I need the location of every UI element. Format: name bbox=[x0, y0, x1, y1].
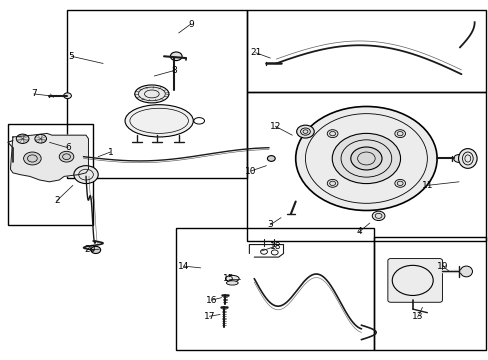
Text: 20: 20 bbox=[84, 246, 96, 255]
Ellipse shape bbox=[226, 281, 238, 285]
Bar bbox=[176, 228, 373, 350]
Circle shape bbox=[170, 52, 182, 60]
Text: 15: 15 bbox=[223, 274, 234, 283]
Text: 18: 18 bbox=[269, 242, 281, 251]
Text: 2: 2 bbox=[54, 196, 60, 205]
Circle shape bbox=[296, 125, 314, 138]
Text: 3: 3 bbox=[267, 220, 273, 229]
Text: 11: 11 bbox=[421, 181, 432, 190]
Text: 10: 10 bbox=[244, 167, 256, 176]
Circle shape bbox=[331, 134, 400, 184]
Circle shape bbox=[295, 107, 436, 211]
Polygon shape bbox=[10, 134, 88, 182]
Circle shape bbox=[91, 246, 101, 253]
Circle shape bbox=[267, 156, 275, 161]
Circle shape bbox=[394, 179, 405, 187]
Ellipse shape bbox=[453, 154, 464, 162]
Circle shape bbox=[326, 179, 337, 187]
Circle shape bbox=[394, 130, 405, 138]
Bar bbox=[246, 92, 485, 241]
Circle shape bbox=[390, 264, 434, 297]
Ellipse shape bbox=[458, 149, 476, 168]
Circle shape bbox=[16, 134, 29, 143]
Text: 12: 12 bbox=[269, 122, 280, 131]
Ellipse shape bbox=[135, 85, 168, 103]
Ellipse shape bbox=[225, 275, 239, 282]
Bar bbox=[66, 10, 246, 178]
Text: 8: 8 bbox=[171, 66, 176, 75]
Circle shape bbox=[74, 166, 98, 184]
Text: 9: 9 bbox=[187, 19, 193, 28]
Circle shape bbox=[326, 130, 337, 138]
Text: 4: 4 bbox=[356, 228, 361, 237]
Text: 6: 6 bbox=[65, 143, 71, 152]
Text: 14: 14 bbox=[178, 262, 189, 271]
Circle shape bbox=[23, 152, 41, 165]
Text: 21: 21 bbox=[249, 48, 261, 57]
Text: 7: 7 bbox=[31, 89, 37, 98]
Text: 17: 17 bbox=[203, 312, 215, 321]
Ellipse shape bbox=[459, 266, 471, 277]
FancyBboxPatch shape bbox=[387, 258, 442, 302]
Ellipse shape bbox=[125, 105, 193, 137]
Text: 5: 5 bbox=[68, 52, 74, 61]
Text: 1: 1 bbox=[107, 148, 113, 157]
Bar bbox=[246, 10, 485, 92]
Bar bbox=[373, 237, 485, 350]
Text: 13: 13 bbox=[411, 312, 423, 321]
Text: 19: 19 bbox=[436, 262, 448, 271]
Circle shape bbox=[59, 151, 74, 162]
Circle shape bbox=[371, 211, 384, 221]
Text: 16: 16 bbox=[205, 296, 217, 305]
Circle shape bbox=[350, 147, 381, 170]
Bar bbox=[8, 125, 93, 225]
Circle shape bbox=[63, 93, 71, 99]
Circle shape bbox=[35, 134, 46, 143]
